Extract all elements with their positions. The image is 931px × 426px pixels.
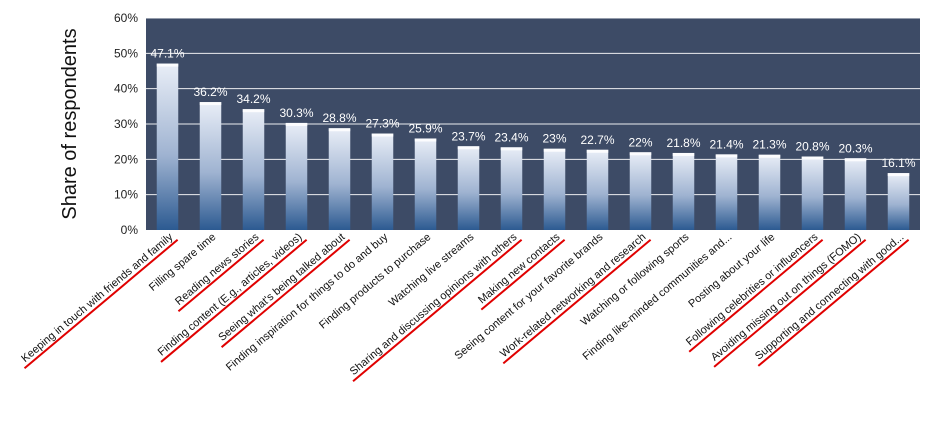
value-label: 16.1%	[881, 156, 915, 170]
bar-highlight	[285, 122, 308, 126]
bar	[328, 128, 351, 230]
bar	[801, 156, 824, 230]
bar	[543, 148, 566, 230]
bar-highlight	[672, 152, 695, 156]
bars	[156, 63, 910, 230]
bar-highlight	[371, 133, 394, 137]
category-label-group: Avoiding missing out on things (FOMO)	[709, 231, 867, 368]
bar	[887, 173, 910, 230]
bar	[156, 63, 179, 230]
y-axis-label: Share of respondents	[59, 28, 81, 219]
bar-highlight	[586, 149, 609, 153]
value-label: 23.4%	[494, 130, 528, 144]
bar	[371, 133, 394, 230]
value-label: 20.8%	[795, 140, 829, 154]
value-label: 23.7%	[451, 129, 485, 143]
category-underline	[352, 239, 523, 382]
y-tick-label: 60%	[114, 11, 138, 25]
value-label: 21.4%	[709, 137, 743, 151]
bar-highlight	[887, 173, 910, 177]
bar	[242, 109, 265, 230]
category-label-group: Supporting and connecting with good...	[753, 231, 910, 367]
category-underline	[23, 239, 179, 370]
bar	[586, 149, 609, 230]
bar	[414, 138, 437, 230]
value-label: 28.8%	[322, 111, 356, 125]
y-tick-label: 20%	[114, 152, 138, 166]
value-label: 47.1%	[150, 47, 184, 61]
value-label: 36.2%	[193, 85, 227, 99]
y-tick-label: 0%	[121, 223, 139, 237]
category-underline	[502, 239, 652, 365]
bar-highlight	[629, 152, 652, 156]
bar-highlight	[715, 154, 738, 158]
value-label: 21.8%	[666, 136, 700, 150]
value-label: 30.3%	[279, 106, 313, 120]
bar	[672, 152, 695, 230]
bar-highlight	[801, 156, 824, 160]
y-tick-label: 30%	[114, 117, 138, 131]
value-label: 22.7%	[580, 133, 614, 147]
category-underline	[757, 239, 910, 367]
bar-highlight	[156, 63, 179, 67]
category-underline	[160, 239, 308, 363]
value-label: 21.3%	[752, 138, 786, 152]
bar-highlight	[457, 146, 480, 150]
bar	[500, 147, 523, 230]
bar-highlight	[844, 158, 867, 162]
y-tick-label: 50%	[114, 46, 138, 60]
value-labels: 47.1% 36.2% 34.2% 30.3% 28.8% 27.3% 25.9% 23.7%…	[150, 47, 915, 171]
bar-highlight	[199, 102, 222, 106]
bar-highlight	[500, 147, 523, 151]
value-label: 20.3%	[838, 141, 872, 155]
bar	[285, 122, 308, 230]
bar	[457, 146, 480, 230]
bar	[199, 102, 222, 230]
value-label: 23%	[542, 132, 566, 146]
y-tick-label: 10%	[114, 188, 138, 202]
category-underline	[177, 239, 265, 313]
bar-highlight	[242, 109, 265, 113]
bar	[844, 158, 867, 230]
value-label: 34.2%	[236, 92, 270, 106]
bar	[629, 152, 652, 230]
gridlines	[146, 17, 920, 196]
category-underline	[220, 239, 351, 348]
bar-highlight	[414, 138, 437, 142]
bar	[715, 154, 738, 230]
bar	[758, 154, 781, 230]
y-axis-ticks: 0% 10% 20% 30% 40% 50% 60%	[114, 11, 138, 237]
value-label: 27.3%	[365, 117, 399, 131]
value-label: 22%	[628, 135, 652, 149]
value-label: 25.9%	[408, 121, 442, 135]
category-labels: Keeping in touch with friends and family…	[19, 231, 910, 382]
category-label: Keeping in touch with friends and family	[19, 231, 176, 365]
category-underline	[480, 239, 566, 311]
bar-highlight	[328, 128, 351, 132]
category-label-group: Keeping in touch with friends and family	[19, 231, 179, 370]
bar-highlight	[758, 154, 781, 158]
bar-highlight	[543, 148, 566, 152]
category-underline	[688, 239, 824, 353]
y-tick-label: 40%	[114, 82, 138, 96]
category-underline	[713, 239, 867, 368]
